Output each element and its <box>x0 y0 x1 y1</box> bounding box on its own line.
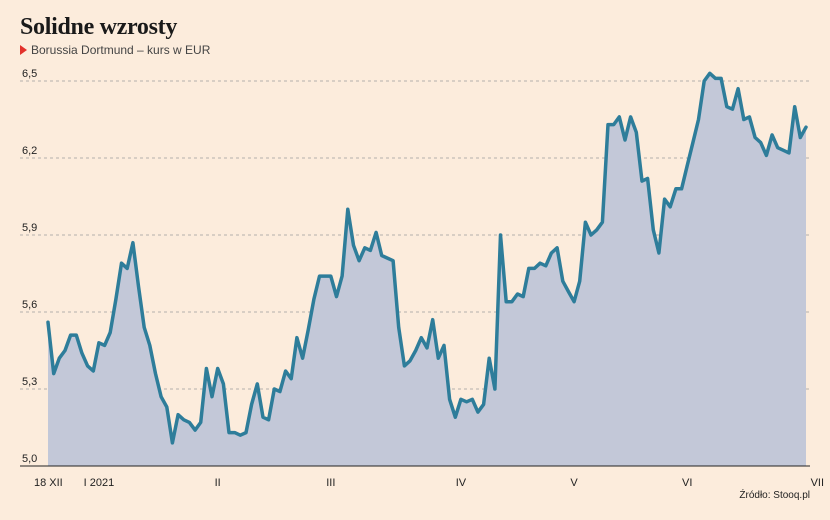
x-axis: 18 XII I 2021 II III IV V VI VII <box>34 477 824 489</box>
y-tick-label: 5,9 <box>22 222 37 234</box>
y-tick-label: 6,5 <box>22 68 37 80</box>
subtitle-text: Borussia Dortmund – kurs w EUR <box>31 43 211 57</box>
x-tick-label: IV <box>456 477 467 489</box>
x-tick-label: VI <box>682 477 692 489</box>
y-tick-label: 6,2 <box>22 145 37 157</box>
x-tick-label: 18 XII <box>34 477 63 489</box>
area-fill <box>48 73 806 467</box>
y-tick-label: 5,0 <box>22 453 37 465</box>
y-tick-label: 5,6 <box>22 299 37 311</box>
chart-title: Solidne wzrosty <box>20 14 178 40</box>
y-axis: 5,0 5,3 5,6 5,9 6,2 6,5 <box>22 68 37 465</box>
chart-subtitle: Borussia Dortmund – kurs w EUR <box>20 43 210 57</box>
x-tick-label: V <box>570 477 578 489</box>
x-tick-label: III <box>326 477 335 489</box>
x-tick-label: VII <box>811 477 824 489</box>
x-tick-label: I 2021 <box>84 477 115 489</box>
red-triangle-icon <box>20 45 27 55</box>
price-line <box>46 71 808 445</box>
y-tick-label: 5,3 <box>22 376 37 388</box>
x-tick-label: II <box>215 477 221 489</box>
source-note: Źródło: Stooq.pl <box>739 490 810 501</box>
